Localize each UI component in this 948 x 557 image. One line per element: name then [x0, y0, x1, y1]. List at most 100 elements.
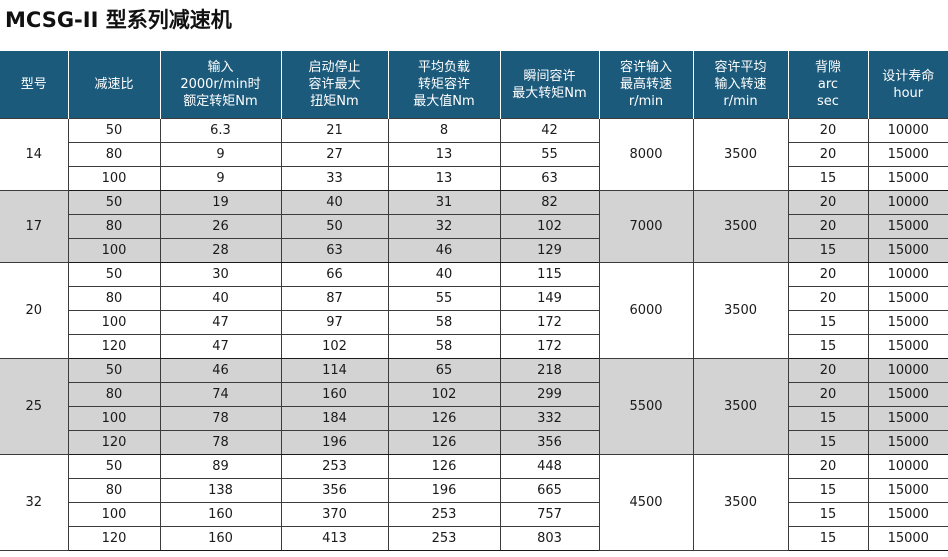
rated-torque-cell: 19 — [159, 190, 282, 215]
ratio-cell: 50 — [67, 454, 161, 479]
table-row: 80 74 160 102 299 20 15000 — [0, 382, 948, 407]
column-header-line: 平均负载 — [417, 60, 470, 75]
model-cell: 32 — [0, 454, 69, 551]
column-header: 启动停止 容许最大 扭矩Nm — [281, 51, 389, 119]
table-row: 100 47 97 58 172 15 15000 — [0, 310, 948, 335]
avg-load-torque-cell: 46 — [387, 238, 501, 263]
rated-torque-cell: 47 — [159, 334, 282, 359]
column-header-line: 启动停止 — [308, 60, 361, 75]
instant-max-torque-cell: 757 — [499, 502, 600, 527]
instant-max-torque-cell: 172 — [499, 310, 600, 335]
design-life-cell: 15000 — [867, 238, 948, 263]
instant-max-torque-cell: 332 — [499, 406, 600, 431]
start-stop-torque-cell: 63 — [280, 238, 389, 263]
table-row: 32 50 89 253 126 448 4500 3500 20 10000 — [0, 454, 948, 551]
avg-input-speed-cell: 3500 — [692, 358, 789, 455]
table-row: 80 26 50 32 102 20 15000 — [0, 214, 948, 239]
ratio-cell: 100 — [68, 238, 161, 263]
avg-load-torque-cell: 13 — [387, 142, 501, 167]
backlash-cell: 20 — [787, 262, 869, 287]
instant-max-torque-cell: 55 — [499, 142, 600, 167]
design-life-cell: 15000 — [867, 166, 948, 191]
design-life-cell: 15000 — [867, 286, 948, 311]
rated-torque-cell: 160 — [159, 502, 282, 527]
model-group-25: 25 50 46 114 65 218 5500 3500 20 10000 80 74 160 102 2… — [0, 358, 948, 455]
backlash-cell: 15 — [787, 478, 869, 503]
avg-load-torque-cell: 40 — [387, 262, 501, 287]
table-header-row: 型号 减速比 输入 2000r/min时 额定转矩Nm 启动停止 容许最大 扭矩Nm 平均负载转… — [0, 51, 948, 119]
ratio-cell: 50 — [67, 118, 161, 143]
start-stop-torque-cell: 66 — [280, 262, 389, 287]
column-header: 容许平均 输入转速 r/min — [693, 51, 789, 119]
avg-input-speed-cell: 3500 — [692, 118, 789, 191]
rated-torque-cell: 26 — [159, 214, 282, 239]
column-header-line: 减速比 — [94, 77, 134, 92]
model-group-32: 32 50 89 253 126 448 4500 3500 20 10000 80 138 356 19… — [0, 454, 948, 551]
ratio-cell: 50 — [67, 262, 161, 287]
start-stop-torque-cell: 184 — [280, 406, 389, 431]
rated-torque-cell: 78 — [159, 406, 282, 431]
avg-load-torque-cell: 253 — [387, 502, 501, 527]
table-row: 120 160 413 253 803 15 15000 — [0, 526, 948, 551]
table-row: 120 47 102 58 172 15 15000 — [0, 334, 948, 359]
design-life-cell: 15000 — [867, 382, 948, 407]
max-input-speed-cell: 4500 — [598, 454, 694, 551]
backlash-cell: 15 — [787, 334, 869, 359]
column-header: 减速比 — [68, 51, 161, 119]
instant-max-torque-cell: 42 — [499, 118, 600, 143]
instant-max-torque-cell: 218 — [499, 358, 600, 383]
backlash-cell: 20 — [787, 142, 869, 167]
ratio-cell: 100 — [68, 406, 161, 431]
table-row: 14 50 6.3 21 8 42 8000 3500 20 10000 — [0, 118, 948, 191]
backlash-cell: 15 — [787, 430, 869, 455]
column-header-line: arc — [817, 77, 839, 92]
start-stop-torque-cell: 87 — [280, 286, 389, 311]
model-group-14: 14 50 6.3 21 8 42 8000 3500 20 10000 80 9 27 13 55 20 15… — [0, 118, 948, 191]
ratio-cell: 120 — [68, 526, 161, 551]
ratio-cell: 80 — [68, 478, 161, 503]
design-life-cell: 15000 — [867, 430, 948, 455]
instant-max-torque-cell: 102 — [499, 214, 600, 239]
instant-max-torque-cell: 299 — [499, 382, 600, 407]
column-header: 输入 2000r/min时 额定转矩Nm — [160, 51, 282, 119]
instant-max-torque-cell: 448 — [499, 454, 600, 479]
instant-max-torque-cell: 82 — [499, 190, 600, 215]
column-header: 型号 — [0, 51, 69, 119]
column-header: 平均负载 转矩容许 最大值Nm — [388, 51, 501, 119]
table-row: 100 160 370 253 757 15 15000 — [0, 502, 948, 527]
ratio-cell: 120 — [68, 334, 161, 359]
instant-max-torque-cell: 129 — [499, 238, 600, 263]
instant-max-torque-cell: 115 — [499, 262, 600, 287]
avg-load-torque-cell: 253 — [387, 526, 501, 551]
rated-torque-cell: 46 — [159, 358, 282, 383]
column-header: 背隙 arc sec — [788, 51, 869, 119]
rated-torque-cell: 30 — [159, 262, 282, 287]
max-input-speed-cell: 5500 — [598, 358, 694, 455]
avg-load-torque-cell: 126 — [387, 430, 501, 455]
column-header-line: 2000r/min时 — [180, 77, 261, 92]
rated-torque-cell: 89 — [159, 454, 282, 479]
backlash-cell: 20 — [787, 358, 869, 383]
instant-max-torque-cell: 665 — [499, 478, 600, 503]
column-header: 瞬间容许 最大转矩Nm — [500, 51, 600, 119]
column-header: 容许输入 最高转速 r/min — [599, 51, 694, 119]
model-group-20: 20 50 30 66 40 115 6000 3500 20 10000 80 40 87 55 149 2… — [0, 262, 948, 359]
column-header-line: r/min — [628, 94, 664, 109]
avg-load-torque-cell: 196 — [387, 478, 501, 503]
backlash-cell: 15 — [787, 526, 869, 551]
rated-torque-cell: 9 — [159, 142, 282, 167]
backlash-cell: 20 — [787, 286, 869, 311]
ratio-cell: 50 — [67, 190, 161, 215]
model-cell: 25 — [0, 358, 69, 455]
avg-load-torque-cell: 13 — [387, 166, 501, 191]
column-header-line: 瞬间容许 — [523, 68, 576, 84]
backlash-cell: 15 — [787, 238, 869, 263]
avg-load-torque-cell: 31 — [387, 190, 501, 215]
backlash-cell: 20 — [787, 454, 869, 479]
column-header-line: 扭矩Nm — [310, 94, 359, 109]
ratio-cell: 120 — [68, 430, 161, 455]
avg-input-speed-cell: 3500 — [692, 190, 789, 263]
ratio-cell: 80 — [68, 214, 161, 239]
start-stop-torque-cell: 370 — [280, 502, 389, 527]
table-row: 80 138 356 196 665 15 15000 — [0, 478, 948, 503]
